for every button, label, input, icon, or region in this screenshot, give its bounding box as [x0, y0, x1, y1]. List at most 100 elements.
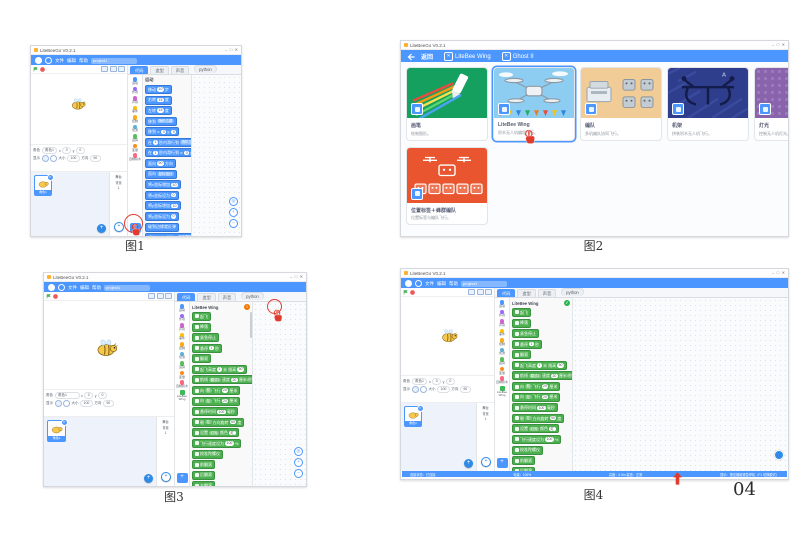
- device-not-connected-icon[interactable]: !: [244, 304, 250, 310]
- normal-stage-button[interactable]: [109, 65, 117, 73]
- code-block[interactable]: 前翻滚: [512, 456, 535, 466]
- zoom-reset-button[interactable]: ◎: [294, 447, 303, 456]
- maximize-button[interactable]: □: [776, 42, 780, 47]
- code-block[interactable]: 起飞: [512, 308, 531, 317]
- show-sprite-button[interactable]: [54, 400, 62, 407]
- code-block[interactable]: 移到 x: 0 y: 0: [145, 127, 180, 137]
- category-item[interactable]: 自制积木: [496, 376, 508, 384]
- add-sprite-button[interactable]: +: [464, 459, 473, 468]
- stop-icon[interactable]: [39, 66, 45, 72]
- tab-sounds[interactable]: 声音: [537, 288, 557, 297]
- close-button[interactable]: ✕: [781, 42, 785, 47]
- code-block[interactable]: 朝左方向旋转 90 度: [512, 413, 565, 423]
- menu-item[interactable]: 帮助: [92, 284, 101, 290]
- normal-stage-button[interactable]: [476, 288, 484, 296]
- back-button[interactable]: 返回: [421, 55, 434, 61]
- tab-python[interactable]: python: [194, 65, 217, 73]
- zoom-in-button[interactable]: +: [229, 208, 238, 217]
- category-item[interactable]: 侦测: [129, 124, 141, 133]
- category-item[interactable]: 外观: [176, 313, 188, 322]
- maximize-button[interactable]: □: [229, 47, 233, 52]
- add-extension-button[interactable]: +: [496, 458, 508, 468]
- code-block[interactable]: 向前飞行 20 厘米: [192, 386, 241, 396]
- code-block[interactable]: 航线 模式1 速度 20 厘米/秒: [192, 375, 252, 385]
- extension-card-litebee-wing[interactable]: LiteBee Wing 积木无人机编程飞行。: [493, 67, 575, 141]
- direction-field[interactable]: 90: [102, 400, 114, 407]
- close-button[interactable]: ✕: [234, 47, 238, 52]
- code-block[interactable]: 右转 15 度: [145, 95, 172, 105]
- code-block[interactable]: 左翻滚: [192, 481, 215, 486]
- tab-code[interactable]: 代码: [497, 288, 516, 297]
- code-block[interactable]: 向前飞行 20 厘米: [512, 382, 561, 392]
- bee-sprite[interactable]: [71, 98, 86, 110]
- project-name-input[interactable]: project1: [461, 280, 507, 287]
- code-block[interactable]: 将y坐标增加 10: [145, 201, 181, 211]
- code-block[interactable]: 起飞高度 1 米 限高 50: [192, 364, 247, 374]
- status-segment[interactable]: 连接状态：已连接: [410, 472, 436, 477]
- code-block[interactable]: 紧急停止: [192, 333, 219, 343]
- stage[interactable]: [44, 301, 174, 390]
- code-block[interactable]: 校准陀螺仪: [512, 445, 543, 455]
- code-block[interactable]: 悬停 1 秒: [192, 343, 222, 353]
- filter-tag-litebee-wing[interactable]: ✕ LiteBee Wing: [444, 52, 491, 61]
- tab-sounds[interactable]: 声音: [170, 65, 190, 74]
- hide-sprite-button[interactable]: [50, 155, 57, 162]
- palette-scrollbar[interactable]: [250, 312, 252, 338]
- add-sprite-button[interactable]: +: [144, 474, 153, 483]
- sprite-name-field[interactable]: 角色1: [411, 378, 428, 385]
- status-segment[interactable]: 高度：0.0m 姿态：正常: [608, 472, 643, 477]
- delete-sprite-icon[interactable]: ✕: [46, 173, 54, 181]
- hide-sprite-button[interactable]: [63, 400, 70, 407]
- fullscreen-button[interactable]: [118, 65, 125, 73]
- normal-stage-button[interactable]: [156, 292, 164, 300]
- category-item[interactable]: 事件: [176, 332, 188, 341]
- code-block[interactable]: 将x坐标增加 10: [145, 180, 181, 190]
- x-field[interactable]: 0: [62, 147, 72, 154]
- menu-item[interactable]: 编辑: [67, 57, 76, 63]
- language-globe-icon[interactable]: [415, 280, 422, 287]
- small-stage-button[interactable]: [148, 292, 155, 300]
- show-sprite-button[interactable]: [411, 386, 419, 393]
- add-sprite-button[interactable]: +: [97, 224, 106, 233]
- sprite-card-bee[interactable]: ✕ 角色1: [34, 173, 54, 196]
- category-item[interactable]: 运算: [176, 361, 188, 369]
- menu-item[interactable]: 帮助: [449, 280, 458, 286]
- direction-field[interactable]: 90: [89, 155, 101, 162]
- direction-field[interactable]: 90: [459, 386, 471, 393]
- tab-costumes[interactable]: 造型: [150, 65, 169, 74]
- add-backdrop-button[interactable]: +: [114, 222, 124, 232]
- device-connected-icon[interactable]: ✓: [564, 300, 570, 306]
- language-globe-icon[interactable]: [58, 284, 65, 291]
- code-block[interactable]: 飞行速度设为 100%: [192, 438, 242, 448]
- code-block[interactable]: 将x坐标设为 0: [145, 190, 179, 200]
- code-block[interactable]: 将y坐标设为 0: [145, 211, 179, 221]
- sprite-name-field[interactable]: 角色1: [54, 392, 80, 399]
- code-block[interactable]: 后翻滚: [512, 466, 535, 471]
- zoom-out-button[interactable]: −: [294, 469, 303, 478]
- tab-costumes[interactable]: 造型: [197, 292, 216, 301]
- code-block[interactable]: 面向 90 方向: [145, 159, 176, 169]
- script-workspace[interactable]: ◎ + −: [253, 302, 306, 486]
- tab-costumes[interactable]: 造型: [517, 288, 536, 297]
- size-field[interactable]: 100: [80, 400, 93, 407]
- code-block[interactable]: 向左飞行 20 厘米: [192, 396, 241, 406]
- bee-sprite[interactable]: [96, 339, 118, 357]
- tab-python[interactable]: python: [561, 288, 584, 296]
- stage[interactable]: [401, 297, 494, 376]
- extension-card-light[interactable]: 灯光 控制无人机灯光。: [754, 67, 788, 141]
- code-block[interactable]: 向左飞行 20 厘米: [512, 392, 561, 402]
- code-block[interactable]: 前翻滚: [192, 460, 215, 470]
- y-field[interactable]: 0: [445, 378, 455, 385]
- stage-panel[interactable]: 舞台 背景 1 +: [109, 172, 127, 236]
- code-block[interactable]: 面向 鼠标指针: [145, 169, 177, 179]
- category-item[interactable]: 外观: [129, 86, 141, 95]
- close-button[interactable]: ✕: [781, 270, 785, 275]
- small-stage-button[interactable]: [468, 288, 475, 296]
- code-block[interactable]: 航线 模式1 速度 20 厘米/秒: [512, 371, 572, 381]
- fullscreen-button[interactable]: [485, 288, 492, 296]
- code-block[interactable]: 移动 10 步: [145, 85, 172, 94]
- category-item[interactable]: 事件: [496, 328, 508, 337]
- project-name-input[interactable]: project1: [91, 57, 137, 64]
- y-field[interactable]: 0: [75, 147, 85, 154]
